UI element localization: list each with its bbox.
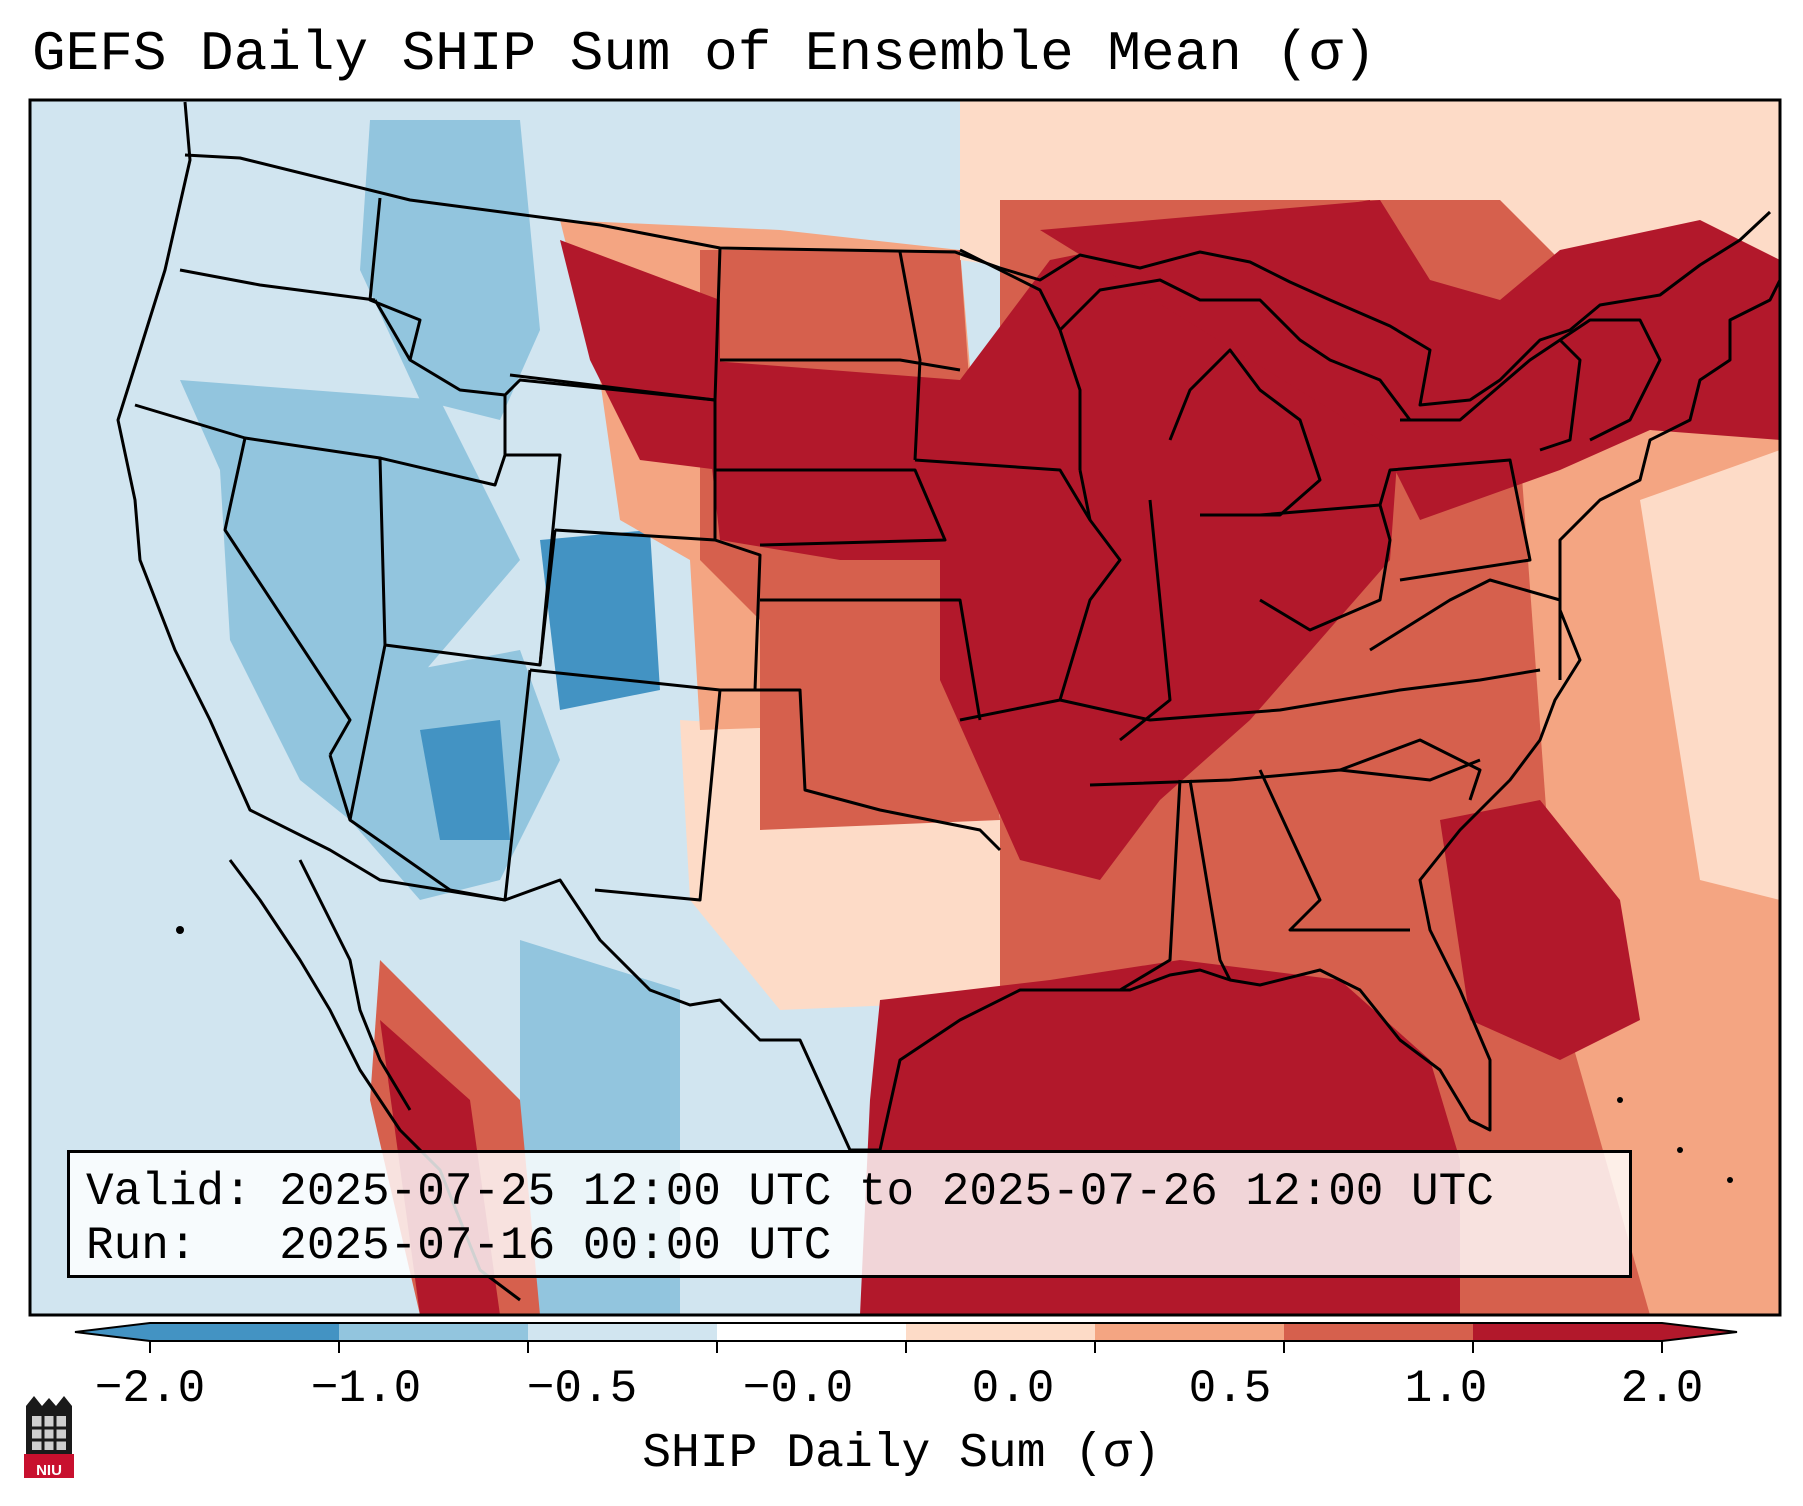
colorbar-segment: [339, 1323, 529, 1341]
colorbar-tick-label: 1.0: [1404, 1363, 1488, 1415]
run-time-text: Run: 2025-07-16 00:00 UTC: [86, 1220, 832, 1272]
island-markers: [176, 926, 1733, 1183]
illinois-indiana: [1078, 469, 1172, 742]
colorbar-tick-label: −0.5: [526, 1363, 638, 1415]
colorbar-tick-label: −1.0: [310, 1363, 422, 1415]
colorbar-segment: [1095, 1323, 1285, 1341]
channel-island: [176, 926, 184, 934]
new-mexico-east: [594, 689, 722, 902]
colorbar-tick-label: −2.0: [94, 1363, 206, 1415]
shaded-region-northern-plains-dark: [560, 240, 720, 470]
colorbar-extend-high: [1662, 1323, 1737, 1341]
kentucky-tennessee: [1059, 668, 1541, 722]
new-england: [1559, 318, 1662, 442]
shaded-region-midwest-dark: [700, 200, 1400, 880]
oklahoma-texas: [720, 688, 1002, 852]
colorbar-segment: [717, 1323, 907, 1341]
great-lakes-shores: [1058, 278, 1412, 421]
carolinas: [1339, 738, 1482, 801]
colorbar-segment: [1284, 1323, 1474, 1341]
pennsylvania: [1378, 458, 1532, 582]
colorbar: [74, 1322, 1738, 1353]
colorbar-segment: [1473, 1323, 1663, 1341]
colorbar-tick-label: 2.0: [1620, 1363, 1704, 1415]
shaded-region-great-basin: [180, 380, 520, 820]
georgia: [1258, 769, 1410, 932]
colorbar-segment: [528, 1323, 718, 1341]
washington-oregon: [179, 268, 376, 302]
shaded-region-idaho: [360, 120, 540, 420]
niu-logo-text: NIU: [36, 1462, 62, 1479]
us-outline: [116, 101, 1780, 1152]
map-panel: [30, 100, 1780, 1315]
colorbar-label: SHIP Daily Sum (σ): [642, 1427, 1161, 1481]
arizona-new-mexico: [348, 644, 532, 902]
nevada-border: [223, 437, 352, 756]
four-corners-line: [529, 668, 721, 692]
dakotas-border: [720, 251, 961, 461]
mississippi-alabama: [1119, 779, 1232, 992]
ohio: [1259, 503, 1392, 632]
bahamas-island: [1677, 1147, 1683, 1153]
colorbar-extend-low: [75, 1323, 150, 1341]
california-south: [328, 754, 352, 821]
shaded-region-atlantic-pale: [1640, 450, 1780, 900]
virginia: [1369, 578, 1562, 680]
colorbar-segment: [906, 1323, 1096, 1341]
niu-logo: NIU: [20, 1392, 78, 1482]
colorado-border: [538, 529, 762, 691]
canada-border: [184, 153, 1772, 407]
colorbar-tick-label: 0.5: [1188, 1363, 1272, 1415]
shaded-region-florida-ocean-dark: [1440, 800, 1640, 1060]
nebraska-kansas: [715, 468, 982, 721]
montana-border: [373, 247, 722, 402]
colorbar-tick-label: −0.0: [742, 1363, 854, 1415]
colorbar-tick-labels: −2.0 −1.0 −0.5 −0.0 0.0 0.5 1.0 2.0: [0, 1362, 1803, 1422]
bahamas-island-2: [1727, 1177, 1733, 1183]
baja-coast: [298, 859, 412, 1111]
colorbar-tick-label: 0.0: [971, 1363, 1055, 1415]
shaded-region-colorado: [540, 530, 660, 710]
shaded-region-arizona: [420, 720, 510, 840]
validity-info-box: Valid: 2025-07-25 12:00 UTC to 2025-07-2…: [67, 1150, 1632, 1278]
valid-time-text: Valid: 2025-07-25 12:00 UTC to 2025-07-2…: [86, 1166, 1494, 1218]
niu-logo-icon: [24, 1396, 74, 1478]
map-frame: [28, 98, 1782, 1317]
map-title: GEFS Daily SHIP Sum of Ensemble Mean (σ): [32, 22, 1377, 86]
cuba-key: [1617, 1097, 1623, 1103]
shaded-region-great-lakes-dark: [1040, 200, 1780, 520]
colorbar-segment: [150, 1323, 340, 1341]
michigan: [1168, 348, 1322, 517]
